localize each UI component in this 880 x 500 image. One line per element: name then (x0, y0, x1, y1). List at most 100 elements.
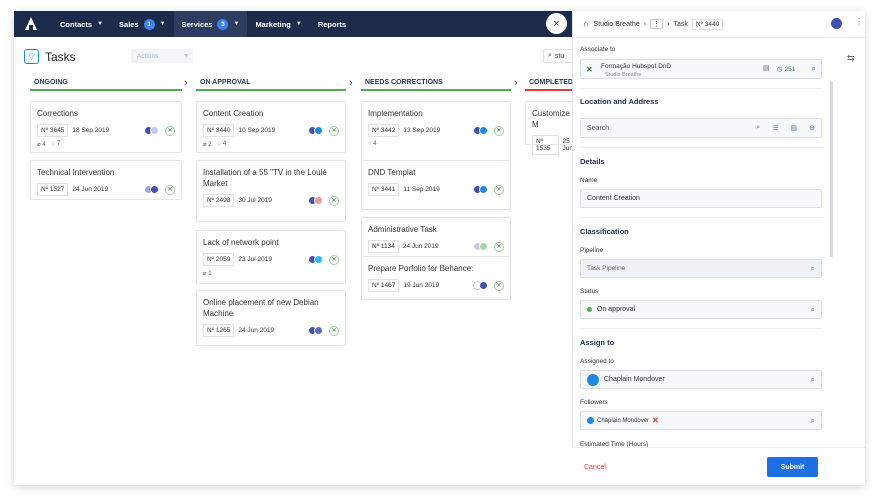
assignee-avatars (144, 185, 159, 194)
panel-scrollbar[interactable] (830, 81, 833, 257)
associate-label: Associate to (580, 46, 616, 53)
card-number: Nº 1467 (368, 279, 400, 292)
chevron-right-icon: › (643, 20, 647, 28)
task-card[interactable]: Online placement of new Debian Machine N… (196, 290, 346, 346)
cancel-button[interactable]: Cancel (584, 464, 606, 471)
task-card[interactable]: Installation of a 55 "TV in the Loulé Ma… (196, 160, 346, 222)
breadcrumb-company[interactable]: Studio Breathe (593, 20, 640, 28)
search-icon[interactable]: ⌕ (756, 124, 761, 131)
nav-reports-label: Reports (317, 19, 347, 29)
card-title: Prepare Porfolio for Behance: (368, 264, 474, 273)
document-icon[interactable]: ▤ (763, 65, 770, 72)
classification-section-title: Classification (580, 227, 629, 236)
chevron-down-icon: ▼ (233, 21, 240, 27)
assignee-avatars (473, 126, 488, 135)
more-options-icon[interactable]: ⋮ (855, 17, 863, 26)
nav-services[interactable]: Services 3 ▼ (173, 11, 248, 37)
task-card[interactable]: Technical Intervention Nº 1527 24 Jun 20… (30, 160, 182, 200)
excel-icon: ✕ (494, 125, 504, 136)
assignee-avatars (473, 185, 488, 194)
comment-icon: ◌ (51, 141, 56, 147)
submit-button[interactable]: Submit (767, 457, 818, 477)
card-date: 24 Jun 2019 (402, 243, 439, 250)
list-icon[interactable]: ☰ (772, 125, 779, 132)
assignee-avatars (308, 255, 323, 264)
nav-sales[interactable]: Sales 1 ▼ (111, 11, 174, 37)
nav-reports[interactable]: Reports (310, 11, 354, 37)
search-icon: ⌕ (548, 52, 552, 59)
status-select[interactable]: On approval ⌕ (580, 300, 822, 319)
card-date: 23 Jul 2019 (238, 256, 272, 263)
associate-name: Formação Hubspot DnD (601, 63, 672, 70)
excel-icon: ✕ (165, 125, 175, 136)
card-number: Nº 1265 (203, 324, 235, 337)
chevron-down-icon: ▼ (159, 21, 166, 27)
column-header-on-approval: ON APPROVAL (196, 75, 346, 91)
name-input[interactable]: Content Creation (580, 189, 822, 208)
locate-icon[interactable]: ⊕ (809, 125, 815, 132)
assign-section-title: Assign to (580, 338, 615, 347)
search-icon[interactable]: ⌕ (810, 374, 815, 384)
followers-select[interactable]: Chaplain Mondover ✕ ⌕ (580, 411, 822, 430)
task-number-badge: Nº 3440 (691, 18, 724, 30)
excel-icon: ✕ (329, 125, 339, 136)
divider (580, 88, 822, 89)
card-number: Nº 1535 (532, 135, 559, 155)
task-card[interactable]: Content Creation Nº 3440 10 Sep 2019 ✕ ⌀… (196, 101, 346, 153)
divider (580, 147, 822, 148)
excel-icon: ✕ (494, 280, 504, 291)
nav-sales-badge: 1 (143, 18, 155, 30)
name-value: Content Creation (587, 195, 640, 202)
panel-breadcrumb: ∩ Studio Breathe › ⋮ › Task Nº 3440 (573, 11, 865, 38)
excel-icon: ✕ (586, 65, 593, 74)
close-panel-button[interactable]: × (546, 13, 567, 34)
map-icon[interactable]: ▥ (790, 125, 798, 132)
side-panel-toggle-icon[interactable]: ⇆ (847, 53, 855, 63)
location-search-input[interactable]: Search ⌕ ☰ ▥ ⊕ (580, 118, 822, 138)
actions-dropdown[interactable]: Actions ▼ (131, 49, 193, 63)
filter-button[interactable]: ▽ (24, 49, 39, 64)
search-icon[interactable]: ⌕ (810, 304, 815, 314)
nav-marketing[interactable]: Marketing ▼ (247, 11, 309, 37)
task-detail-panel: ∩ Studio Breathe › ⋮ › Task Nº 3440 ⋮ (572, 11, 865, 485)
task-card[interactable]: Administrative Task Nº 1134 24 Jun 2019 … (361, 217, 511, 261)
pipeline-select[interactable]: Task Pipeline ⌕ (580, 259, 822, 278)
nav-contacts-label: Contacts (60, 19, 93, 29)
card-title: Implementation (368, 109, 423, 118)
avatar[interactable] (831, 18, 842, 29)
card-date: 10 Sep 2019 (238, 127, 276, 134)
excel-icon: ✕ (165, 184, 175, 195)
task-card[interactable]: Implementation Nº 3442 13 Sep 2019 ✕ ◌ 4 (361, 101, 511, 165)
location-section-title: Location and Address (580, 97, 659, 106)
location-search-placeholder: Search (587, 124, 610, 132)
breadcrumb-more-button[interactable]: ⋮ (650, 19, 664, 29)
card-number: Nº 1134 (368, 240, 399, 253)
pipeline-label: Pipeline (580, 247, 604, 254)
assigned-to-select[interactable]: Chaplain Mondover ⌕ (580, 370, 822, 389)
remove-follower-icon[interactable]: ✕ (652, 416, 659, 425)
task-card[interactable]: Lack of network point Nº 2059 23 Jul 201… (196, 230, 346, 284)
followers-label: Followers (580, 399, 608, 406)
attachment-count: ⌀ 2 (203, 142, 212, 148)
comment-count: ◌ 7 (51, 141, 61, 147)
card-date: 11 Sep 2019 (403, 186, 440, 193)
nav-contacts[interactable]: Contacts ▼ (52, 11, 111, 37)
assigned-to-value: Chaplain Mondover (604, 376, 665, 383)
associate-company: Studio Breathe (605, 72, 642, 78)
task-card[interactable]: DND Templat Nº 3441 11 Sep 2019 ✕ (361, 160, 511, 210)
chevron-right-icon: › (349, 77, 353, 89)
chevron-right-icon: › (667, 20, 670, 28)
search-icon[interactable]: ⌕ (811, 64, 816, 73)
panel-footer: Cancel Submit (572, 447, 865, 485)
task-card[interactable]: Corrections Nº 3645 18 Sep 2019 ✕ ⌀ 4 ◌ … (30, 101, 182, 153)
column-title: ON APPROVAL (200, 78, 251, 86)
score-badge: ◷ 251 (777, 66, 796, 73)
card-title: Lack of network point (203, 238, 279, 247)
status-label: Status (580, 288, 599, 295)
associate-field[interactable]: ✕ Formação Hubspot DnD Studio Breathe ▤ … (580, 59, 822, 79)
search-icon[interactable]: ⌕ (810, 415, 815, 425)
board-header: ▽ Tasks (24, 49, 76, 64)
close-icon: × (553, 17, 560, 30)
app-logo-icon[interactable] (24, 17, 38, 31)
task-card[interactable]: Prepare Porfolio for Behance: Nº 1467 19… (361, 256, 511, 300)
